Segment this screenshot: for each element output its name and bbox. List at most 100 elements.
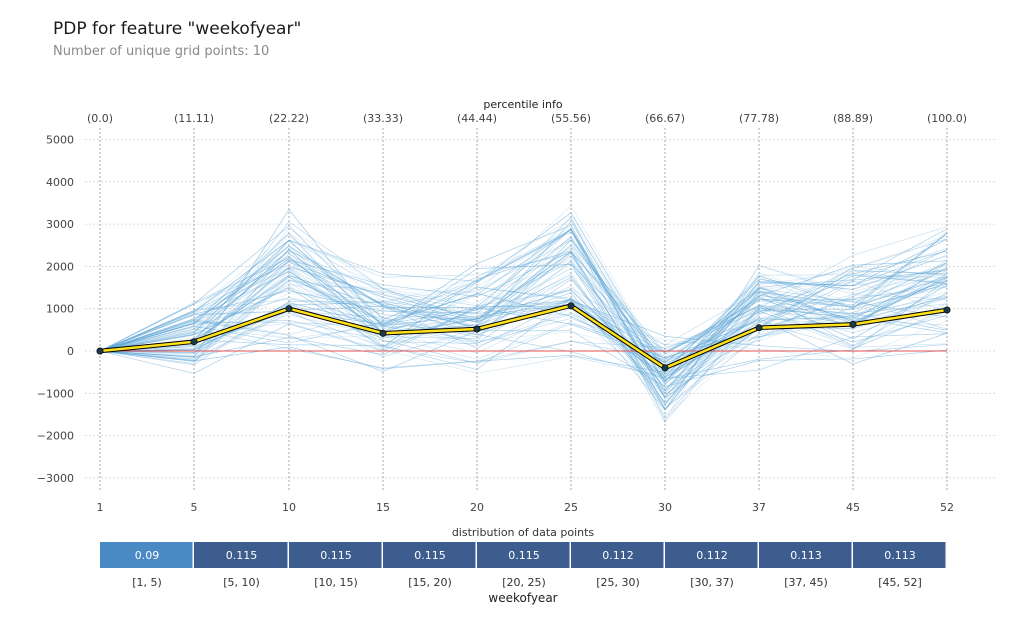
pdp-line: [99, 304, 948, 370]
ice-line: [99, 228, 948, 419]
ice-line: [99, 309, 948, 364]
distribution-bin: [289, 542, 382, 568]
distribution-bin-range: [20, 25): [502, 576, 546, 589]
ice-line: [99, 226, 948, 402]
pdp-point: [190, 338, 198, 346]
ice-line: [99, 249, 948, 358]
distribution-bin-range: [5, 10): [223, 576, 260, 589]
y-tick-label: −3000: [37, 472, 74, 485]
distribution-bin-range: [30, 37): [690, 576, 734, 589]
percentile-tick-label: (88.89): [833, 112, 873, 125]
ice-line: [99, 226, 948, 424]
ice-line: [99, 250, 948, 384]
pdp-point: [755, 324, 763, 332]
ice-line: [99, 236, 948, 378]
ice-line: [99, 268, 948, 368]
y-tick-label: −2000: [37, 430, 74, 443]
ice-line: [99, 217, 948, 374]
x-tick-label: 52: [940, 501, 954, 514]
ice-line: [99, 229, 948, 369]
ice-line: [99, 253, 948, 405]
x-tick-label: 25: [564, 501, 578, 514]
page-subtitle: Number of unique grid points: 10: [53, 44, 270, 59]
distribution-bin-value: 0.113: [790, 549, 822, 562]
ice-line: [99, 205, 948, 371]
x-tick-label: 37: [752, 501, 766, 514]
distribution-bin: [665, 542, 758, 568]
ice-line: [99, 262, 948, 382]
distribution-bin: [383, 542, 476, 568]
pdp-point: [943, 306, 951, 314]
y-tick-label: 4000: [46, 176, 74, 189]
ice-line: [99, 232, 948, 411]
y-tick-label: −1000: [37, 387, 74, 400]
ice-line: [99, 260, 948, 409]
percentile-tick-label: (11.11): [174, 112, 214, 125]
pdp-point: [849, 320, 857, 328]
x-tick-label: 30: [658, 501, 672, 514]
percentile-tick-label: (33.33): [363, 112, 403, 125]
ice-line: [99, 249, 948, 411]
ice-line: [99, 228, 948, 385]
ice-line: [99, 270, 948, 411]
x-tick-label: 45: [846, 501, 860, 514]
ice-line: [99, 318, 948, 373]
distribution-bin-value: 0.115: [320, 549, 352, 562]
x-tick-label: 5: [191, 501, 198, 514]
pdp-point: [96, 347, 104, 355]
distribution-bin-value: 0.09: [135, 549, 160, 562]
ice-line: [99, 258, 948, 406]
ice-line: [99, 218, 948, 385]
pdp-point: [285, 305, 293, 313]
distribution-bin-range: [1, 5): [132, 576, 162, 589]
x-axis-label: weekofyear: [488, 591, 557, 605]
ice-line: [99, 208, 948, 373]
ice-lines: [99, 205, 948, 424]
distribution-bin-value: 0.113: [884, 549, 916, 562]
percentile-tick-label: (0.0): [87, 112, 113, 125]
ice-line: [99, 229, 948, 394]
x-tick-label: 15: [376, 501, 390, 514]
ice-line: [99, 216, 948, 411]
distribution-bin-range: [37, 45): [784, 576, 828, 589]
distribution-bin: [100, 542, 193, 568]
ice-line: [99, 311, 948, 359]
pdp-point: [661, 364, 669, 372]
ice-line: [99, 282, 948, 358]
ice-line: [99, 224, 948, 398]
percentile-tick-label: (66.67): [645, 112, 685, 125]
distribution-bin-range: [25, 30): [596, 576, 640, 589]
distribution-bin: [571, 542, 664, 568]
ice-line: [99, 220, 948, 375]
y-tick-label: 0: [67, 345, 74, 358]
distribution-bin-range: [15, 20): [408, 576, 452, 589]
percentile-tick-label: (55.56): [551, 112, 591, 125]
ice-line: [99, 238, 948, 363]
y-tick-label: 2000: [46, 260, 74, 273]
x-tick-label: 10: [282, 501, 296, 514]
distribution-bin-value: 0.115: [226, 549, 258, 562]
distribution-bin: [853, 542, 946, 568]
ice-line: [99, 245, 948, 417]
ice-line: [99, 227, 948, 422]
ice-line: [99, 320, 948, 388]
y-tick-label: 3000: [46, 218, 74, 231]
distribution-bin-value: 0.115: [508, 549, 540, 562]
ice-line: [99, 250, 948, 365]
percentile-tick-label: (44.44): [457, 112, 497, 125]
distribution-bin-value: 0.112: [602, 549, 634, 562]
ice-line: [99, 225, 948, 383]
ice-line: [99, 248, 948, 389]
ice-line: [99, 306, 948, 363]
distribution-bin-range: [10, 15): [314, 576, 358, 589]
distribution-bin: [477, 542, 570, 568]
percentile-tick-label: (22.22): [269, 112, 309, 125]
ice-line: [99, 298, 948, 370]
top-axis-label: percentile info: [483, 98, 562, 111]
ice-line: [99, 251, 948, 355]
pdp-point: [473, 325, 481, 333]
percentile-tick-label: (100.0): [927, 112, 967, 125]
pdp-point: [379, 329, 387, 337]
distribution-bin-range: [45, 52]: [878, 576, 922, 589]
